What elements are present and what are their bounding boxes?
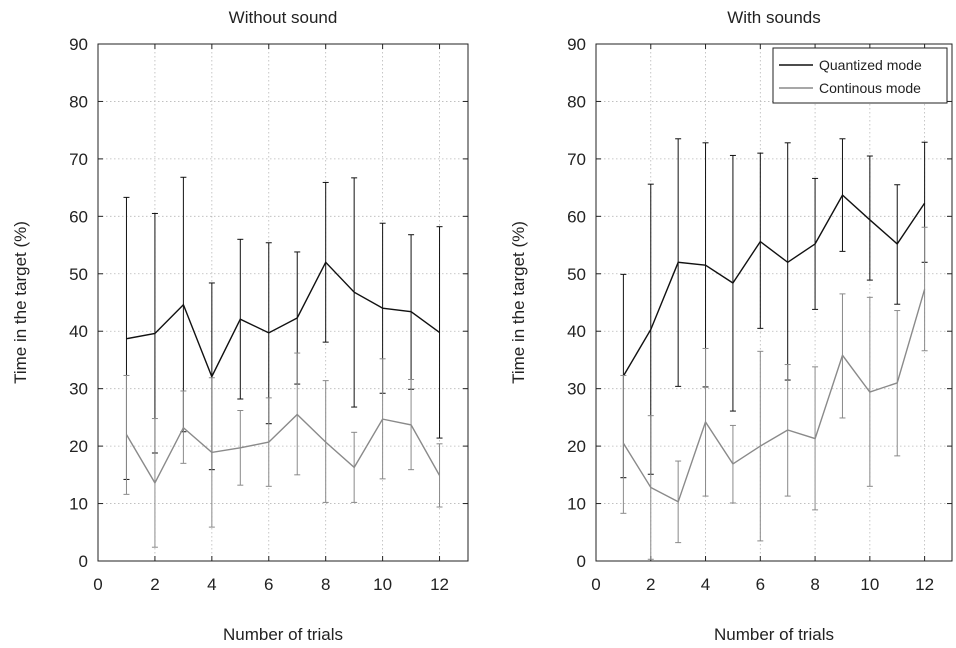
x-tick-label: 10: [373, 575, 392, 594]
x-tick-label: 8: [321, 575, 330, 594]
y-tick-label: 80: [69, 92, 88, 111]
x-axis-label: Number of trials: [714, 625, 834, 644]
series-line: [622, 193, 926, 377]
series-line: [126, 261, 440, 379]
y-tick-label: 50: [69, 265, 88, 284]
x-tick-label: 6: [756, 575, 765, 594]
y-tick-label: 10: [69, 495, 88, 514]
x-tick-label: 4: [701, 575, 710, 594]
series-2: [123, 352, 443, 548]
x-tick-label: 4: [207, 575, 216, 594]
series-line: [622, 289, 926, 503]
y-tick-label: 50: [567, 265, 586, 284]
y-tick-label: 30: [567, 380, 586, 399]
x-tick-label: 10: [860, 575, 879, 594]
y-tick-label: 90: [69, 35, 88, 54]
y-tick-label: 40: [567, 322, 586, 341]
y-tick-label: 90: [567, 35, 586, 54]
legend-box: [772, 47, 948, 104]
y-tick-label: 20: [567, 437, 586, 456]
legend-label: Quantized mode: [819, 57, 922, 73]
plot-frame: [97, 43, 469, 562]
y-tick-label: 60: [69, 207, 88, 226]
y-tick-label: 0: [577, 552, 586, 571]
y-tick-label: 20: [69, 437, 88, 456]
y-tick-label: 30: [69, 380, 88, 399]
y-tick-label: 0: [79, 552, 88, 571]
y-tick-label: 70: [69, 150, 88, 169]
x-tick-label: 6: [264, 575, 273, 594]
chart-panel-2: 0 10 20 30 40 50 60 70 80 90 0 2 4 6 8 10 12 With sounds N…: [509, 8, 953, 644]
x-tick-label: 2: [646, 575, 655, 594]
y-tick-label: 80: [567, 92, 586, 111]
x-tick-label: 8: [810, 575, 819, 594]
y-axis-label: Time in the target (%): [11, 221, 30, 384]
x-axis-label: Number of trials: [223, 625, 343, 644]
series-1: [620, 138, 928, 479]
chart-title: With sounds: [727, 8, 821, 27]
y-tick-label: 60: [567, 207, 586, 226]
x-tick-label: 0: [93, 575, 102, 594]
plot-frame: [595, 43, 953, 562]
series-2: [620, 226, 928, 560]
y-tick-label: 40: [69, 322, 88, 341]
chart-title: Without sound: [229, 8, 338, 27]
series-line: [125, 413, 441, 485]
y-tick-label: 10: [567, 495, 586, 514]
chart-panel-1: 0 10 20 30 40 50 60 70 80 90 0 2 4 6 8 10 12 Without soun…: [11, 8, 469, 644]
x-tick-label: 2: [150, 575, 159, 594]
series-1: [123, 176, 443, 480]
y-tick-label: 70: [567, 150, 586, 169]
legend: Quantized mode Continous mode: [772, 47, 948, 104]
x-tick-label: 12: [915, 575, 934, 594]
x-tick-label: 0: [591, 575, 600, 594]
x-tick-label: 12: [430, 575, 449, 594]
legend-label: Continous mode: [819, 80, 921, 96]
y-axis-label: Time in the target (%): [509, 221, 528, 384]
